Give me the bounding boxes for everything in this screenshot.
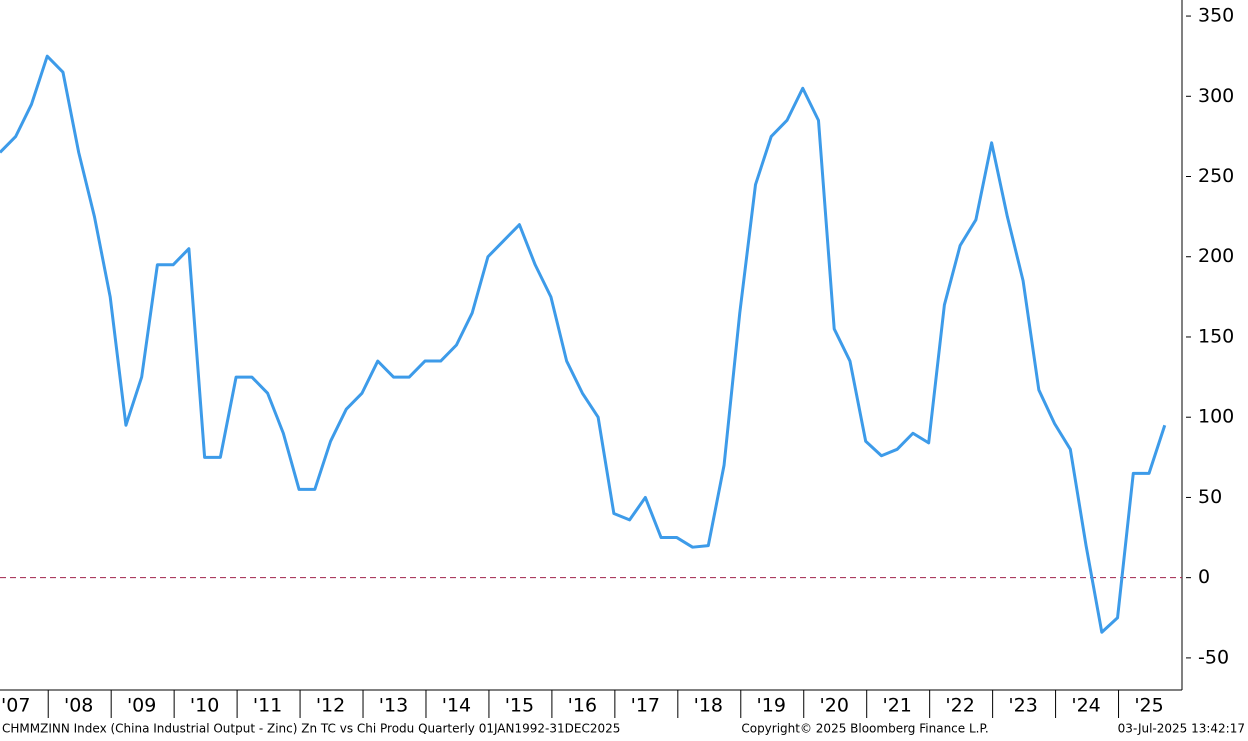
y-tick-label: 300 (1198, 85, 1234, 107)
y-tick-label: 250 (1198, 165, 1234, 187)
x-tick-label: '19 (757, 695, 786, 717)
x-tick-label: '24 (1071, 695, 1100, 717)
x-tick-label: '15 (505, 695, 534, 717)
x-tick-label: '12 (316, 695, 345, 717)
x-tick-label: '14 (442, 695, 471, 717)
x-tick-label: '11 (253, 695, 282, 717)
x-tick-label: '10 (190, 695, 219, 717)
x-tick-label: '17 (631, 695, 660, 717)
series-line (0, 54, 1167, 634)
x-tick-label: '13 (379, 695, 408, 717)
y-tick-label: 200 (1198, 245, 1234, 267)
y-tick-label: 50 (1198, 486, 1222, 508)
x-tick-label: '21 (882, 695, 911, 717)
y-tick-label: 350 (1198, 5, 1234, 27)
y-tick-label: 150 (1198, 325, 1234, 347)
y-tick-label: 100 (1198, 406, 1234, 428)
x-tick-label: '25 (1134, 695, 1163, 717)
x-tick-label: '18 (694, 695, 723, 717)
x-tick-label: '08 (64, 695, 93, 717)
x-tick-label: '20 (820, 695, 849, 717)
x-tick-label: '09 (127, 695, 156, 717)
x-tick-label: '07 (1, 695, 30, 717)
x-tick-label: '22 (945, 695, 974, 717)
source-note: CHMMZINN Index (China Industrial Output … (2, 722, 620, 736)
timestamp: 03-Jul-2025 13:42:17 (1118, 722, 1245, 736)
x-tick-label: '16 (568, 695, 597, 717)
copyright: Copyright© 2025 Bloomberg Finance L.P. (741, 722, 988, 736)
x-tick-label: '23 (1008, 695, 1037, 717)
y-tick-label: -50 (1198, 646, 1229, 668)
y-tick-label: 0 (1198, 566, 1210, 588)
